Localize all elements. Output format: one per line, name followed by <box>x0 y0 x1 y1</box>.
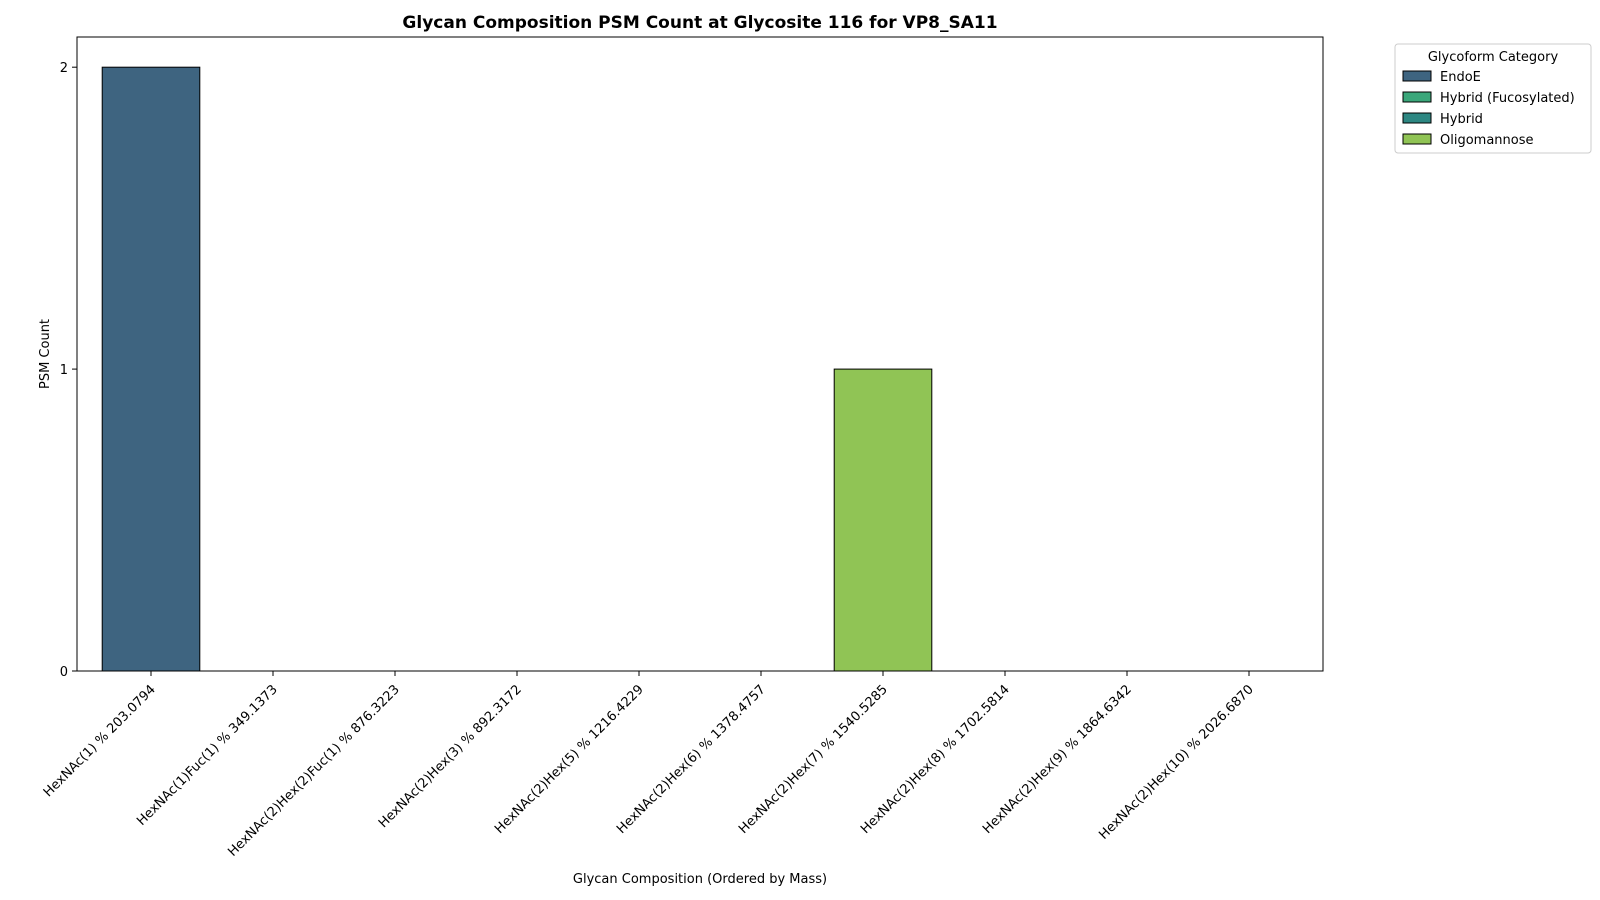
legend-swatch <box>1402 70 1432 82</box>
y-tick-label: 2 <box>60 61 68 76</box>
legend-label: Hybrid <box>1440 112 1483 127</box>
bar-0 <box>101 66 201 672</box>
legend-title: Glycoform Category <box>1428 50 1559 65</box>
y-tick-label: 1 <box>60 363 68 378</box>
legend-entries: EndoE Hybrid (Fucosylated) Hybrid Oligomann… <box>1402 70 1575 148</box>
x-axis-label: Glycan Composition (Ordered by Mass) <box>573 872 827 887</box>
bar-6 <box>833 368 933 672</box>
plot-frame <box>76 36 1324 672</box>
y-tick-label: 0 <box>60 665 68 680</box>
legend-swatch <box>1402 133 1432 145</box>
y-axis-ticks: 0 1 2 <box>60 61 77 680</box>
legend-swatch <box>1402 112 1432 124</box>
chart-title: Glycan Composition PSM Count at Glycosit… <box>402 13 997 33</box>
legend-swatch <box>1402 91 1432 103</box>
bars-group <box>101 66 933 672</box>
legend-frame <box>1394 43 1592 154</box>
legend-label: EndoE <box>1440 70 1481 85</box>
legend-label: Oligomannose <box>1440 133 1534 148</box>
y-axis-label: PSM Count <box>38 319 53 389</box>
legend: Glycoform Category EndoE Hybrid (Fucosyla… <box>1394 43 1592 154</box>
legend-label: Hybrid (Fucosylated) <box>1440 91 1575 106</box>
